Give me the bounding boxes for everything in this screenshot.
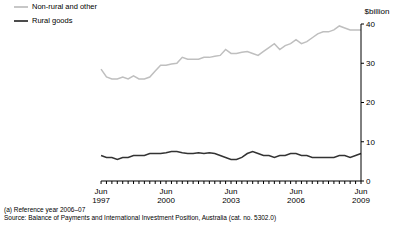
html-text:(a) Reference year 2006–07: (a) Reference year 2006–07 [4,206,86,213]
svg-text:30: 30 [366,59,375,68]
html-text:Non-rural and other: Non-rural and other [32,2,97,11]
svg-text:Jun2000: Jun2000 [157,187,175,205]
svg-text:20: 20 [366,98,375,107]
svg-text:40: 40 [366,20,375,29]
svg-text:10: 10 [366,138,375,147]
svg-text:Jun2003: Jun2003 [222,187,240,205]
svg-text:Jun2006: Jun2006 [287,187,305,205]
html-text:Source: Balance of Payments an: Source: Balance of Payments and Internat… [4,214,277,221]
svg-text:$billion: $billion [365,7,389,16]
svg-text:Jun1997: Jun1997 [92,187,110,205]
svg-text:Jun2009: Jun2009 [352,187,370,205]
svg-text:0: 0 [366,177,371,186]
html-text:Rural goods: Rural goods [32,16,73,25]
